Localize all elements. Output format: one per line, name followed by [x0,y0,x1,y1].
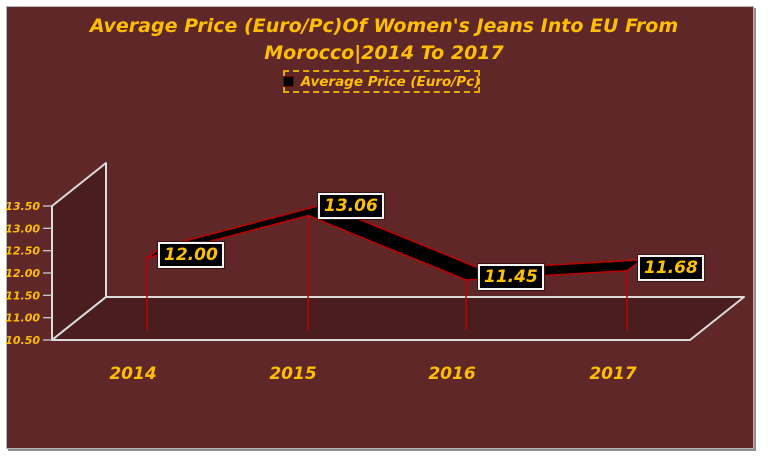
legend-label: Average Price (Euro/Pc) [300,73,481,90]
y-axis-tick-label: 12.00 [5,267,40,280]
legend-series-marker-icon [282,76,294,87]
data-label: 13.06 [318,192,384,219]
chart-title: Average Price (Euro/Pc)Of Women's Jeans … [0,13,768,67]
y-axis-tick-label: 12.50 [5,245,40,258]
price-ribbon-front-edge [146,215,628,281]
data-label: 11.45 [478,264,544,290]
y-axis-tick-label: 13.00 [5,222,40,235]
y-axis-tick-label: 10.50 [5,334,40,347]
data-label: 12.00 [158,242,224,268]
y-axis-tick-label: 13.50 [5,200,40,213]
x-axis-label: 2014 [109,364,156,384]
y-axis-tick-label: 11.50 [5,289,40,302]
y-axis-tick-label: 11.00 [5,312,40,325]
chart-title-line1: Average Price (Euro/Pc)Of Women's Jeans … [89,15,679,37]
floor-panel [51,296,745,341]
chart-title-line2: Morocco|2014 To 2017 [264,42,504,64]
legend: Average Price (Euro/Pc) [282,70,481,93]
x-axis-label: 2017 [589,364,636,384]
data-label: 11.68 [638,254,704,281]
x-axis-label: 2016 [428,364,475,384]
x-axis-label: 2015 [269,364,316,384]
